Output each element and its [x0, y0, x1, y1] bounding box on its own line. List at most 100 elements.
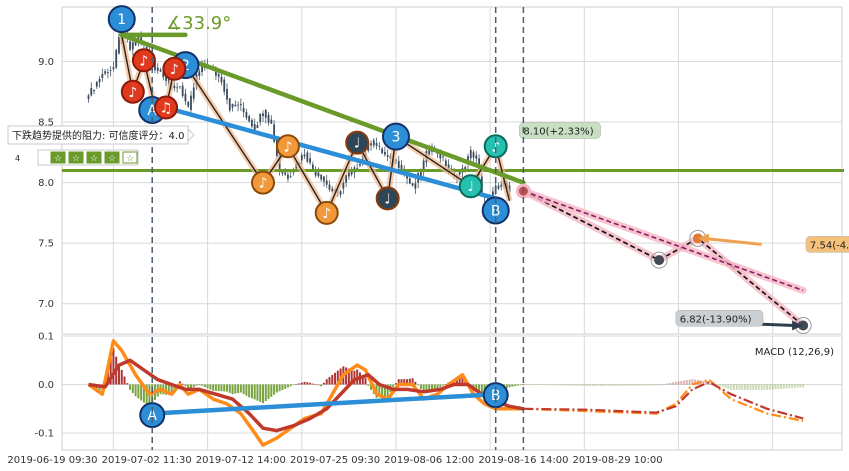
- macd-histogram-bar: [400, 379, 403, 385]
- candle-body: [331, 188, 334, 192]
- macd-histogram-bar: [519, 384, 522, 386]
- x-tick-label: 2019-08-06 12:00: [384, 455, 474, 466]
- candle-body: [317, 172, 320, 177]
- macd-histogram-bar: [635, 384, 638, 386]
- candle-body: [500, 184, 503, 187]
- candle-body: [226, 88, 228, 100]
- candle-body: [228, 98, 231, 111]
- candle-body: [428, 149, 431, 155]
- price-panel: 7.0 7.5 8.0 8.5 9.0 ∡33.9° 8.10(+2.33%) 7.54(-4…: [38, 5, 849, 335]
- macd-histogram-bar: [314, 384, 317, 386]
- candle-body: [237, 104, 239, 106]
- candle-body: [198, 71, 201, 77]
- macd-histogram-bar: [552, 384, 555, 386]
- macd-histogram-bar: [109, 358, 112, 385]
- macd-histogram-bar: [181, 383, 184, 385]
- macd-histogram-bar: [120, 369, 123, 385]
- trendline: [149, 101, 498, 201]
- macd-histogram-bar: [394, 383, 397, 385]
- macd-histogram-bar: [289, 384, 292, 387]
- price-annotation: 6.82(-13.90%): [675, 310, 764, 327]
- macd-histogram-bar: [796, 384, 799, 388]
- candle-body: [98, 78, 101, 83]
- macd-histogram-bar: [735, 384, 738, 390]
- wave-marker: ♩: [375, 186, 400, 211]
- macd-histogram-bar: [655, 384, 658, 386]
- candle-body: [109, 70, 112, 72]
- wave-marker: ♪: [251, 170, 276, 195]
- macd-series-line: [87, 339, 524, 447]
- candle-body: [359, 164, 361, 166]
- candle-body: [259, 113, 262, 123]
- x-tick-label: 2019-07-25 09:30: [290, 455, 380, 466]
- wave-marker-label: ♪: [322, 206, 331, 222]
- macd-histogram-bar: [514, 384, 517, 387]
- macd-histogram-bar: [622, 384, 625, 386]
- macd-series-projection: [523, 380, 804, 420]
- macd-histogram-bar: [760, 384, 763, 390]
- candle-body: [190, 95, 192, 110]
- candle-body: [231, 104, 234, 108]
- macd-histogram-bar: [383, 384, 386, 398]
- macd-histogram-bar: [724, 384, 727, 388]
- candle-body: [93, 89, 95, 92]
- macd-histogram-bar: [325, 379, 328, 385]
- macd-histogram-bar: [212, 384, 215, 391]
- macd-histogram-bar: [597, 384, 600, 387]
- candle-body: [422, 160, 425, 171]
- wave-marker-label: ♫: [160, 101, 173, 117]
- candle-body: [289, 175, 292, 177]
- candle-body: [270, 119, 273, 124]
- macd-histogram-bar: [126, 383, 129, 385]
- macd-histogram-bar: [563, 384, 566, 386]
- macd-histogram-bar: [170, 384, 173, 396]
- macd-histogram-bar: [203, 384, 206, 388]
- macd-histogram-bar: [442, 384, 445, 386]
- macd-histogram-bar: [685, 380, 688, 385]
- macd-histogram-bar: [480, 384, 483, 393]
- star-cell: [104, 151, 120, 164]
- macd-histogram-bar: [433, 384, 436, 391]
- wave-marker: ♫: [154, 95, 179, 120]
- macd-histogram-bar: [588, 384, 591, 387]
- macd-histogram-bar: [663, 383, 666, 385]
- star-icon: ☆: [54, 154, 62, 164]
- wave-marker-label: ♪: [139, 53, 148, 69]
- macd-histogram-bar: [173, 384, 176, 391]
- macd-histogram-bar: [306, 382, 309, 385]
- candle-body: [372, 140, 375, 146]
- candle-body: [256, 125, 259, 129]
- candle-body: [251, 120, 253, 127]
- candle-body: [325, 180, 328, 185]
- candle-body: [264, 109, 267, 118]
- macd-histogram-bar: [275, 384, 278, 393]
- wave-path: [121, 34, 511, 214]
- macd-histogram-bar: [123, 376, 126, 385]
- macd-histogram-bar: [455, 378, 458, 385]
- macd-histogram-bar: [683, 380, 686, 385]
- macd-histogram-bar: [611, 384, 614, 386]
- macd-histogram-bar: [691, 379, 694, 385]
- macd-histogram-bar: [694, 379, 697, 385]
- macd-histogram-bar: [478, 384, 481, 392]
- x-tick-label: 2019-07-12 14:00: [196, 455, 286, 466]
- candle-body: [320, 174, 323, 180]
- macd-histogram-bar: [430, 384, 433, 391]
- macd-histogram-bar: [547, 384, 550, 386]
- candle-body: [115, 49, 118, 68]
- projection-target-ring: [650, 251, 668, 269]
- macd-histogram-bar: [311, 383, 314, 385]
- macd-histogram-bar: [749, 384, 752, 390]
- macd-histogram-bar: [328, 377, 331, 385]
- candle-body: [90, 87, 93, 96]
- macd-histogram-bar: [666, 383, 669, 385]
- macd-histogram-bar: [616, 384, 619, 386]
- candle-body: [245, 111, 248, 118]
- macd-histogram-bar: [206, 384, 209, 389]
- candle-body: [223, 79, 226, 92]
- wave-marker: ♩: [458, 174, 483, 199]
- macd-histogram-bar: [533, 384, 536, 386]
- candle-body: [173, 85, 176, 89]
- macd-histogram-bar: [755, 384, 758, 390]
- macd-histogram-bar: [780, 384, 782, 389]
